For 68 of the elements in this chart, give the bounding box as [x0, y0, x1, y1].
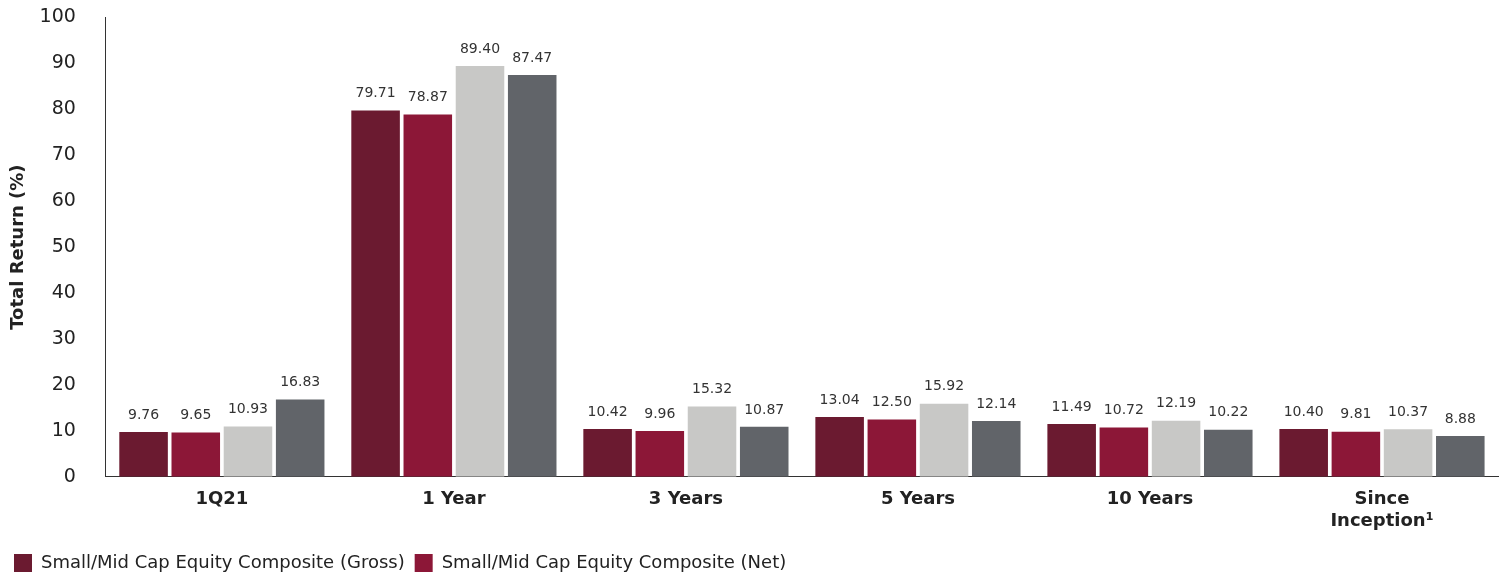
- x-tick-label: 1Q21: [195, 487, 249, 509]
- bar: [1331, 431, 1381, 477]
- bar: [1047, 424, 1096, 477]
- bar: [223, 426, 273, 477]
- x-tick-label: 10 Years: [1106, 487, 1194, 509]
- data-label: 12.50: [871, 393, 912, 410]
- y-tick-label: 60: [51, 188, 76, 211]
- data-label: 10.42: [587, 402, 628, 419]
- data-label: 13.04: [819, 390, 860, 407]
- bar: [635, 431, 685, 477]
- y-tick-label: 80: [51, 96, 76, 119]
- bar: [687, 406, 737, 477]
- bar: [1436, 436, 1485, 477]
- bar: [1204, 429, 1253, 477]
- bar: [403, 114, 453, 477]
- y-tick-label: 10: [51, 417, 76, 440]
- legend-label: Small/Mid Cap Equity Composite (Gross): [41, 550, 405, 572]
- y-axis-title: Total Return (%): [6, 164, 28, 330]
- data-label: 12.14: [976, 394, 1017, 411]
- data-label: 9.65: [180, 406, 212, 423]
- bar: [815, 416, 864, 477]
- bar: [119, 431, 168, 477]
- data-label: 11.49: [1051, 397, 1092, 414]
- bar: [171, 432, 221, 477]
- bar: [867, 419, 917, 477]
- data-label: 78.87: [407, 88, 448, 105]
- bar: [507, 74, 557, 477]
- data-label: 9.81: [1340, 405, 1372, 422]
- data-label: 10.22: [1208, 403, 1249, 420]
- data-label: 16.83: [280, 373, 321, 390]
- data-label: 79.71: [355, 84, 396, 101]
- data-label: 89.40: [459, 39, 501, 56]
- bar: [455, 66, 505, 477]
- bar: [275, 399, 325, 477]
- bar: [351, 110, 400, 477]
- x-tick-label: Since Inception¹: [1330, 487, 1434, 530]
- y-tick-label: 0: [63, 463, 76, 486]
- bar: [971, 421, 1021, 477]
- y-tick-label: 70: [51, 142, 76, 165]
- bar: [1099, 427, 1149, 477]
- data-label: 10.87: [744, 400, 785, 417]
- bar: [919, 403, 969, 477]
- y-tick-label: 20: [51, 371, 76, 394]
- data-label: 12.19: [1156, 394, 1197, 411]
- y-tick-label: 90: [51, 50, 76, 73]
- data-label: 8.88: [1444, 409, 1476, 426]
- x-tick-label: 1 Year: [422, 487, 486, 509]
- x-tick-label: 3 Years: [648, 487, 723, 509]
- bar: [583, 428, 632, 477]
- data-label: 9.96: [644, 404, 676, 421]
- data-label: 10.72: [1103, 401, 1144, 418]
- legend-label: Small/Mid Cap Equity Composite (Net): [441, 550, 787, 572]
- data-label: 10.93: [227, 400, 269, 417]
- y-tick-label: 50: [51, 234, 76, 257]
- y-tick-label: 40: [51, 279, 76, 302]
- bar: [1383, 429, 1433, 477]
- data-label: 10.40: [1283, 402, 1324, 419]
- data-label: 10.37: [1388, 402, 1429, 419]
- data-label: 9.76: [127, 405, 160, 422]
- x-tick-label: 5 Years: [880, 487, 956, 509]
- bar: [739, 426, 789, 477]
- y-tick-label: 100: [39, 4, 76, 27]
- bar: [1151, 420, 1201, 477]
- data-label: 15.32: [691, 380, 733, 397]
- data-label: 87.47: [512, 48, 553, 65]
- y-tick-label: 30: [51, 325, 76, 348]
- data-label: 15.92: [924, 377, 965, 394]
- bar: [1279, 429, 1328, 477]
